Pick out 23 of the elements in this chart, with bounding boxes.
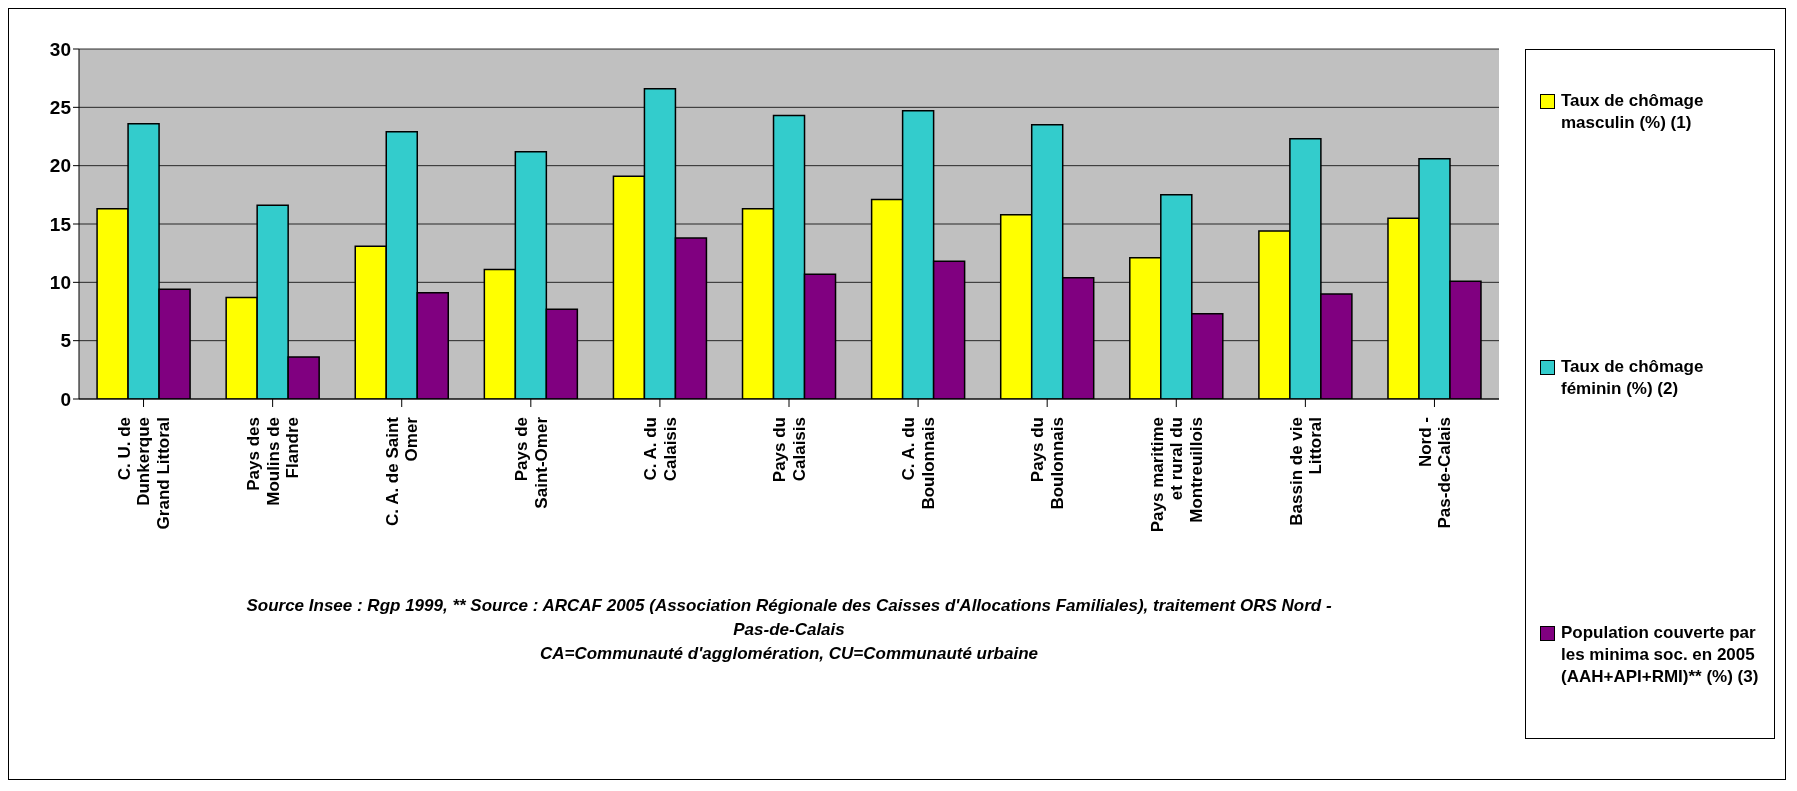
x-tick-label: C. A. de Saint Omer [382, 416, 422, 526]
y-tick-label: 25 [49, 97, 72, 119]
source-note: Source Insee : Rgp 1999, ** Source : ARCAF 2005 (Association Régionale des Caisses d'Allocations Familiales), traitement ORS Nord - Pas-de-Calais [245, 595, 1333, 641]
legend-label: Population couverte par les minima soc. en 2005 (AAH+API+RMI)** (%) (3) [1561, 622, 1760, 688]
text: CA=Communauté d'agglomération, CU=Communauté urbaine [539, 643, 1039, 665]
y-tick-label: 0 [60, 388, 71, 410]
x-tick-label: Bassin de vie Littoral [1286, 417, 1326, 526]
y-tick-label: 20 [49, 155, 71, 177]
x-tick-label: Pays maritime et rural du Montreuillois [1147, 417, 1206, 533]
x-tick-label: Pays du Boulonnais [1028, 417, 1067, 510]
y-tick-label: 5 [60, 330, 72, 352]
x-tick-label: Pays des Moulins de Flandre [244, 417, 303, 506]
y-tick-label: 10 [49, 272, 71, 294]
y-tick-label: 15 [49, 213, 72, 235]
x-tick-label: Pays du Calaisis [770, 417, 809, 483]
y-tick-label: 30 [49, 38, 71, 60]
x-tick-label: Nord - Pas-de-Calais [1415, 417, 1455, 529]
x-tick-label: C. U. de Dunkerque Grand Littoral [114, 417, 174, 530]
legend-label: Taux de chômage masculin (%) (1) [1561, 90, 1705, 134]
x-tick-label: C. A. du Calaisis [641, 417, 680, 482]
x-tick-label: Pays de Saint-Omer [511, 416, 551, 509]
x-tick-label: C. A. du Boulonnais [899, 417, 938, 510]
legend-label: Taux de chômage féminin (%) (2) [1561, 356, 1705, 400]
